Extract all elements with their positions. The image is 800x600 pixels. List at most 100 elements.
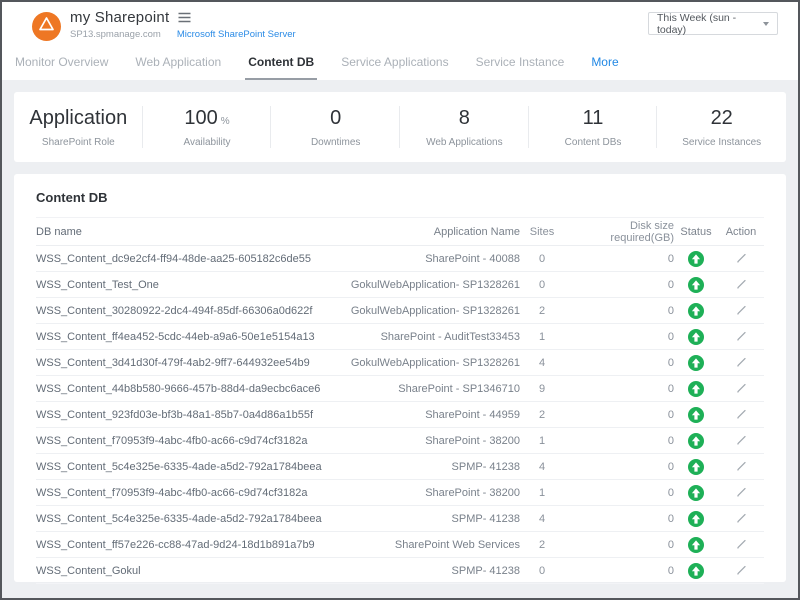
disk-size-cell: 0 xyxy=(564,409,674,421)
hamburger-menu-icon[interactable] xyxy=(178,12,191,23)
status-cell xyxy=(674,381,718,397)
table-row: WSS_Content_5c4e325e-6335-4ade-a5d2-792a… xyxy=(36,454,764,480)
status-cell xyxy=(674,355,718,371)
table-row: WSS_Content_923fd03e-bf3b-48a1-85b7-0a4d… xyxy=(36,402,764,428)
edit-pencil-icon[interactable] xyxy=(735,355,748,371)
column-header-sites: Sites xyxy=(520,226,564,238)
disk-size-cell: 0 xyxy=(564,383,674,395)
edit-pencil-icon[interactable] xyxy=(735,433,748,449)
stat-label: Availability xyxy=(143,137,272,148)
monitor-logo xyxy=(32,12,61,41)
db-name-cell: WSS_Content_f70953f9-4abc-4fb0-ac66-c9d7… xyxy=(36,435,340,447)
disk-size-cell: 0 xyxy=(564,435,674,447)
edit-pencil-icon[interactable] xyxy=(735,563,748,579)
server-type-link[interactable]: Microsoft SharePoint Server xyxy=(177,29,296,40)
title-block: my Sharepoint SP13.spmanage.com Microsof… xyxy=(70,9,296,40)
edit-pencil-icon[interactable] xyxy=(735,537,748,553)
edit-pencil-icon[interactable] xyxy=(735,407,748,423)
tab-more[interactable]: More xyxy=(591,55,618,80)
stat-content-dbs: 11Content DBs xyxy=(529,107,658,148)
tab-service-instance[interactable]: Service Instance xyxy=(476,55,565,80)
status-cell xyxy=(674,511,718,527)
sites-cell: 2 xyxy=(520,409,564,421)
sites-cell: 0 xyxy=(520,253,564,265)
action-cell xyxy=(718,407,764,423)
edit-pencil-icon[interactable] xyxy=(735,459,748,475)
status-up-icon xyxy=(688,303,704,319)
table-row: WSS_Content_ff57e226-cc88-47ad-9d24-18d1… xyxy=(36,532,764,558)
action-cell xyxy=(718,563,764,579)
stat-suffix: % xyxy=(221,116,230,127)
stat-value: 100% xyxy=(143,107,272,130)
stat-sharepoint-role: Application SharePoint Role xyxy=(14,107,143,148)
edit-pencil-icon[interactable] xyxy=(735,511,748,527)
tab-web-application[interactable]: Web Application xyxy=(135,55,221,80)
monitor-hostname: SP13.spmanage.com xyxy=(70,29,161,40)
application-name-cell: SharePoint - 38200 xyxy=(340,487,520,499)
stat-value: Application xyxy=(14,107,143,130)
table-row: WSS_Content_dc9e2cf4-ff94-48de-aa25-6051… xyxy=(36,246,764,272)
status-cell xyxy=(674,277,718,293)
disk-size-cell: 0 xyxy=(564,305,674,317)
sites-cell: 1 xyxy=(520,435,564,447)
db-name-cell: WSS_Content_Gokul xyxy=(36,565,340,577)
sites-cell: 4 xyxy=(520,513,564,525)
db-name-cell: WSS_Content_3d41d30f-479f-4ab2-9ff7-6449… xyxy=(36,357,340,369)
action-cell xyxy=(718,277,764,293)
action-cell xyxy=(718,485,764,501)
status-up-icon xyxy=(688,355,704,371)
sites-cell: 4 xyxy=(520,461,564,473)
content-db-table-header: DB nameApplication NameSitesDisk size re… xyxy=(36,218,764,246)
application-name-cell: GokulWebApplication- SP1328261 xyxy=(340,357,520,369)
status-up-icon xyxy=(688,485,704,501)
action-cell xyxy=(718,355,764,371)
status-up-icon xyxy=(688,537,704,553)
table-row: WSS_Content_3d41d30f-479f-4ab2-9ff7-6449… xyxy=(36,350,764,376)
sites-cell: 2 xyxy=(520,305,564,317)
status-cell xyxy=(674,485,718,501)
status-cell xyxy=(674,329,718,345)
edit-pencil-icon[interactable] xyxy=(735,251,748,267)
status-up-icon xyxy=(688,563,704,579)
edit-pencil-icon[interactable] xyxy=(735,329,748,345)
application-name-cell: SharePoint - 38200 xyxy=(340,435,520,447)
application-name-cell: SharePoint - 44959 xyxy=(340,409,520,421)
disk-size-cell: 0 xyxy=(564,539,674,551)
action-cell xyxy=(718,511,764,527)
tab-service-applications[interactable]: Service Applications xyxy=(341,55,448,80)
db-name-cell: WSS_Content_ff4ea452-5cdc-44eb-a9a6-50e1… xyxy=(36,331,340,343)
status-up-icon xyxy=(688,251,704,267)
column-header-db-name: DB name xyxy=(36,226,340,238)
time-range-dropdown[interactable]: This Week (sun - today) xyxy=(648,12,778,35)
section-title: Content DB xyxy=(36,188,764,218)
application-name-cell: SharePoint - 40088 xyxy=(340,253,520,265)
sites-cell: 1 xyxy=(520,487,564,499)
table-row: WSS_Content_f70953f9-4abc-4fb0-ac66-c9d7… xyxy=(36,428,764,454)
disk-size-cell: 0 xyxy=(564,461,674,473)
sites-cell: 9 xyxy=(520,383,564,395)
tab-content-db[interactable]: Content DB xyxy=(248,55,314,80)
edit-pencil-icon[interactable] xyxy=(735,277,748,293)
tab-monitor-overview[interactable]: Monitor Overview xyxy=(15,55,108,80)
stat-label: SharePoint Role xyxy=(14,137,143,148)
db-name-cell: WSS_Content_5c4e325e-6335-4ade-a5d2-792a… xyxy=(36,461,340,473)
edit-pencil-icon[interactable] xyxy=(735,381,748,397)
edit-pencil-icon[interactable] xyxy=(735,303,748,319)
db-name-cell: WSS_Content_dc9e2cf4-ff94-48de-aa25-6051… xyxy=(36,253,340,265)
edit-pencil-icon[interactable] xyxy=(735,485,748,501)
db-name-cell: WSS_Content_30280922-2dc4-494f-85df-6630… xyxy=(36,305,340,317)
tab-bar: Monitor Overview Web Application Content D… xyxy=(2,46,798,80)
application-name-cell: SPMP- 41238 xyxy=(340,565,520,577)
content-area: ApplicationSharePoint Role100%Availabili… xyxy=(2,80,798,600)
status-cell xyxy=(674,251,718,267)
status-up-icon xyxy=(688,511,704,527)
disk-size-cell: 0 xyxy=(564,513,674,525)
content-db-card: Content DB DB nameApplication NameSitesD… xyxy=(14,174,786,582)
db-name-cell: WSS_Content_5c4e325e-6335-4ade-a5d2-792a… xyxy=(36,513,340,525)
stat-value: 8 xyxy=(400,107,529,130)
sites-cell: 1 xyxy=(520,331,564,343)
column-header-status: Status xyxy=(674,226,718,238)
time-range-value: This Week (sun - today) xyxy=(657,12,763,36)
status-cell xyxy=(674,537,718,553)
action-cell xyxy=(718,459,764,475)
